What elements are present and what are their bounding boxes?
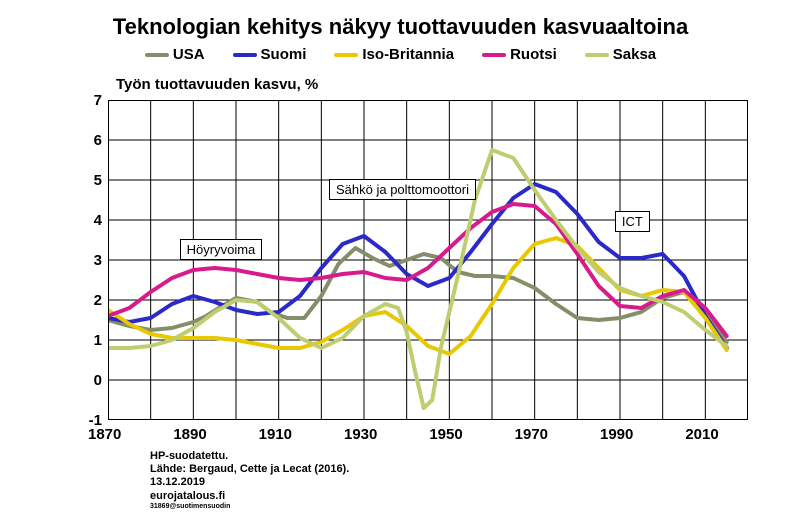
chart-container: { "chart": { "type": "line", "title": "T…	[0, 0, 801, 523]
legend-label: Ruotsi	[510, 46, 557, 63]
legend-swatch	[585, 53, 609, 57]
chart-annotation: Höyryvoima	[180, 239, 263, 260]
legend-item: Iso-Britannia	[334, 46, 454, 63]
y-tick-label: 2	[94, 292, 102, 309]
chart-annotation: Sähkö ja polttomoottori	[329, 179, 476, 200]
y-tick-label: 3	[94, 252, 102, 269]
legend-label: Suomi	[261, 46, 307, 63]
legend-label: Iso-Britannia	[362, 46, 454, 63]
legend-item: USA	[145, 46, 205, 63]
x-tick-label: 1910	[259, 426, 292, 443]
footer-line: HP-suodatettu.	[150, 450, 349, 463]
plot-area	[108, 100, 748, 420]
x-tick-label: 1990	[600, 426, 633, 443]
chart-title: Teknologian kehitys näkyy tuottavuuden k…	[0, 14, 801, 40]
y-tick-label: 6	[94, 132, 102, 149]
y-tick-label: 0	[94, 372, 102, 389]
legend-item: Saksa	[585, 46, 656, 63]
x-tick-label: 1890	[173, 426, 206, 443]
x-tick-label: 1950	[429, 426, 462, 443]
x-tick-label: 1870	[88, 426, 121, 443]
footer-line: Lähde: Bergaud, Cette ja Lecat (2016).	[150, 463, 349, 476]
legend-item: Suomi	[233, 46, 307, 63]
legend-item: Ruotsi	[482, 46, 557, 63]
chart-legend: USA Suomi Iso-Britannia Ruotsi Saksa	[0, 46, 801, 63]
y-tick-label: 7	[94, 92, 102, 109]
chart-annotation: ICT	[615, 211, 650, 232]
x-tick-label: 1970	[515, 426, 548, 443]
legend-swatch	[334, 53, 358, 57]
legend-label: Saksa	[613, 46, 656, 63]
footer-line: 13.12.2019	[150, 476, 349, 489]
y-axis-label: Työn tuottavuuden kasvu, %	[116, 76, 318, 93]
plot-svg	[108, 100, 748, 420]
y-tick-label: 4	[94, 212, 102, 229]
y-tick-label: 1	[94, 332, 102, 349]
y-tick-label: 5	[94, 172, 102, 189]
x-tick-label: 2010	[685, 426, 718, 443]
footer-line: eurojatalous.fi	[150, 490, 349, 503]
x-tick-label: 1930	[344, 426, 377, 443]
footer-tiny-line: 31869@suotimensuodin	[150, 503, 349, 511]
chart-footer: HP-suodatettu.Lähde: Bergaud, Cette ja L…	[150, 450, 349, 511]
legend-swatch	[233, 53, 257, 57]
legend-swatch	[482, 53, 506, 57]
legend-swatch	[145, 53, 169, 57]
legend-label: USA	[173, 46, 205, 63]
